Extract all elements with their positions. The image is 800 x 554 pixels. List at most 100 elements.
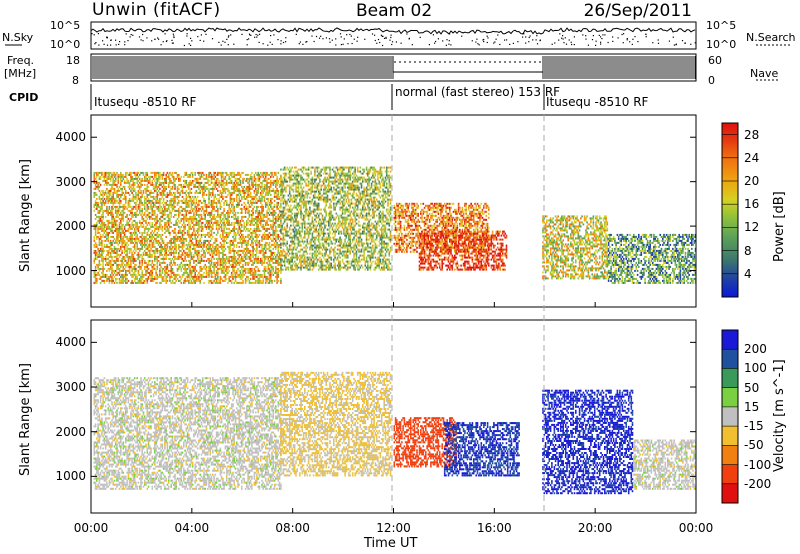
range-cell xyxy=(126,179,128,182)
range-cell xyxy=(252,201,254,204)
range-cell xyxy=(137,271,140,274)
range-cell xyxy=(201,227,204,230)
range-cell xyxy=(141,261,143,264)
range-cell xyxy=(243,225,246,228)
range-cell xyxy=(272,247,275,250)
range-cell xyxy=(272,217,275,220)
range-cell xyxy=(109,227,112,230)
range-cell xyxy=(166,267,169,270)
range-cell xyxy=(222,229,224,232)
range-cell xyxy=(246,243,248,246)
range-cell xyxy=(244,263,247,266)
range-cell xyxy=(186,209,189,212)
range-cell xyxy=(252,213,254,216)
range-cell xyxy=(133,183,136,186)
range-cell xyxy=(181,251,184,254)
range-cell xyxy=(209,191,212,194)
range-cell xyxy=(184,279,186,282)
range-cell xyxy=(225,277,228,280)
range-cell xyxy=(204,185,206,188)
range-cell xyxy=(154,257,156,260)
range-cell xyxy=(114,251,117,254)
range-cell xyxy=(172,253,175,256)
range-cell xyxy=(241,243,243,246)
range-cell xyxy=(120,281,122,284)
range-cell xyxy=(241,189,243,192)
range-cell xyxy=(204,267,206,270)
range-cell xyxy=(223,271,225,274)
range-cell xyxy=(251,267,253,270)
range-cell xyxy=(103,275,106,278)
range-cell xyxy=(193,199,195,202)
range-cell xyxy=(93,177,96,180)
range-cell xyxy=(174,247,176,250)
range-cell xyxy=(263,245,266,248)
range-cell xyxy=(179,275,181,278)
range-cell xyxy=(109,229,112,232)
noise-dot xyxy=(186,33,188,35)
range-cell xyxy=(262,227,264,230)
range-cell xyxy=(185,219,188,222)
range-cell xyxy=(165,201,167,204)
range-cell xyxy=(107,173,109,176)
range-cell xyxy=(104,239,107,242)
range-cell xyxy=(132,261,135,264)
range-cell xyxy=(130,257,132,260)
range-cell xyxy=(167,175,170,178)
range-cell xyxy=(183,271,185,274)
range-cell xyxy=(136,185,138,188)
range-cell xyxy=(157,173,160,176)
range-cell xyxy=(199,207,201,210)
range-cell xyxy=(175,245,177,248)
range-cell xyxy=(111,279,113,282)
range-cell xyxy=(264,191,267,194)
range-cell xyxy=(94,177,97,180)
range-cell xyxy=(275,271,277,274)
range-cell xyxy=(241,207,243,210)
range-cell xyxy=(131,279,133,282)
range-cell xyxy=(151,271,154,274)
range-cell xyxy=(247,271,249,274)
range-cell xyxy=(126,181,128,184)
range-cell xyxy=(233,199,235,202)
range-cell xyxy=(214,263,217,266)
range-cell xyxy=(237,177,239,180)
range-cell xyxy=(138,207,141,210)
range-cell xyxy=(244,253,247,256)
range-cell xyxy=(188,255,190,258)
range-cell xyxy=(120,177,122,180)
range-cell xyxy=(194,279,196,282)
range-cell xyxy=(120,269,122,272)
range-cell xyxy=(172,255,175,258)
range-cell xyxy=(205,225,208,228)
range-cell xyxy=(201,201,204,204)
range-cell xyxy=(96,205,98,208)
range-cell xyxy=(161,261,164,264)
range-cell xyxy=(114,247,117,250)
range-cell xyxy=(212,275,214,278)
range-cell xyxy=(98,269,101,272)
range-cell xyxy=(253,191,256,194)
noise-dot xyxy=(262,43,264,45)
range-cell xyxy=(147,213,150,216)
range-cell xyxy=(256,243,258,246)
range-cell xyxy=(157,171,160,174)
range-cell xyxy=(132,275,135,278)
range-cell xyxy=(118,175,121,178)
range-cell xyxy=(162,185,165,188)
noise-dot xyxy=(512,42,514,44)
noise-dot xyxy=(227,36,229,38)
range-cell xyxy=(171,263,174,266)
noise-dot xyxy=(364,38,366,40)
range-cell xyxy=(106,273,108,276)
range-cell xyxy=(166,193,169,196)
range-cell xyxy=(149,179,151,182)
noise-dot xyxy=(570,41,572,43)
range-cell xyxy=(244,179,247,182)
range-cell xyxy=(225,257,228,260)
range-cell xyxy=(181,201,184,204)
noise-dot xyxy=(347,43,349,45)
range-cell xyxy=(232,185,234,188)
range-cell xyxy=(178,279,180,282)
range-cell xyxy=(183,191,185,194)
